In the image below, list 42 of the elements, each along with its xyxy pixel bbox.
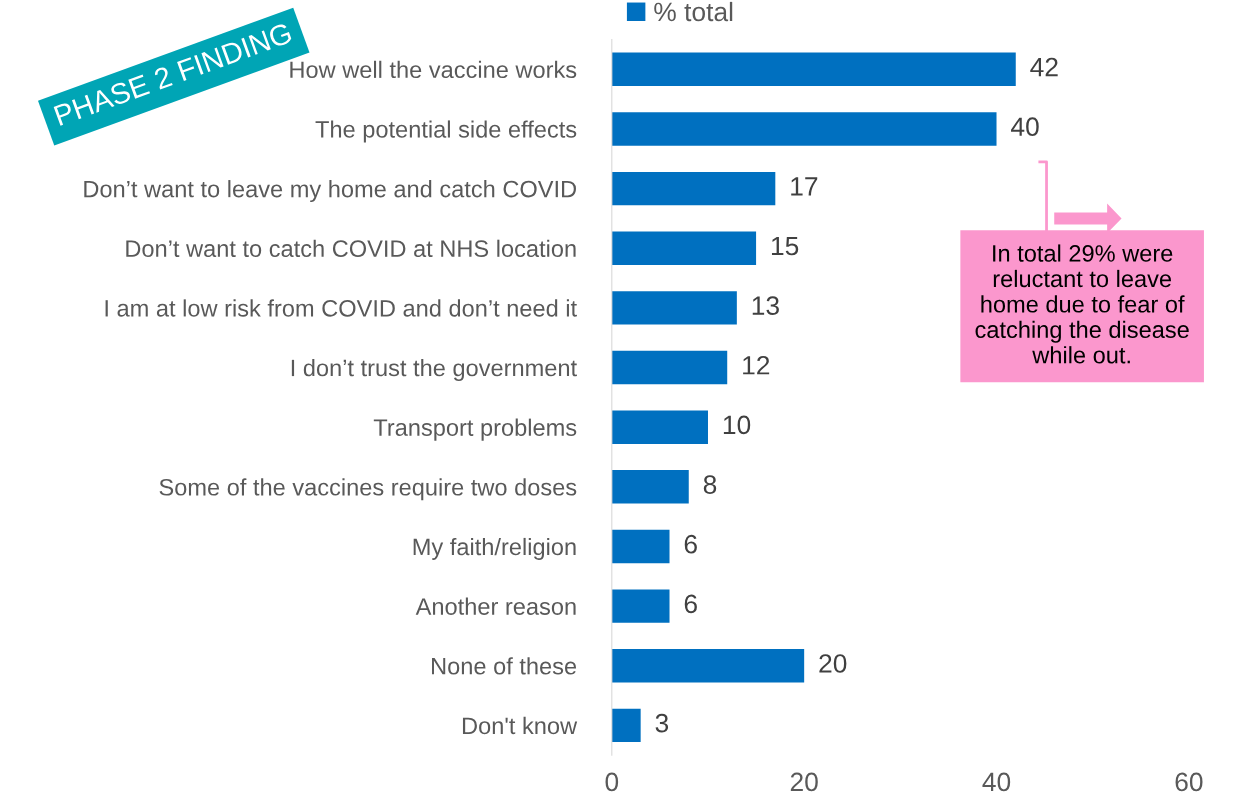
bar [611,231,757,265]
legend-label: % total [654,1,733,22]
bar [611,649,805,683]
bar [611,350,728,385]
bar [611,291,737,325]
x-tick-label: 40 [982,772,1011,792]
annotation: In total 29% were reluctant to leave home due to fear of catching the disease while out. [975,244,1189,364]
data-label: 12 [743,355,770,375]
x-tick-label: 0 [605,772,619,792]
bar [611,470,689,504]
y-tick-label: My faith/religion [413,537,576,560]
data-label: 6 [684,534,697,554]
bar [611,52,1016,87]
y-tick-label: I am at low risk from COVID and don’t need it [105,299,577,317]
data-label: 15 [771,236,799,256]
x-tick-label: 20 [790,772,818,792]
y-tick-label: Don't know [462,716,578,735]
data-label: 20 [819,654,847,673]
y-tick-label: Don’t want to leave my home and catch COVID [84,180,576,203]
x-tick-label: 60 [1175,772,1203,792]
y-tick-label: Don’t want to catch COVID at NHS location [126,239,576,258]
bar [611,171,776,206]
y-tick-label: Another reason [415,597,576,615]
bar [611,112,997,146]
bar [611,410,708,444]
data-label: 3 [655,713,669,733]
data-label: 40 [1011,117,1039,137]
data-label: 8 [703,475,717,494]
data-label: 10 [723,415,751,435]
bar [611,529,670,564]
data-label: 13 [752,296,779,315]
data-label: 17 [791,177,818,196]
y-tick-label: Some of the vaccines require two doses [159,478,577,501]
y-tick-label: How well the vaccine works [290,60,577,79]
bar [611,708,641,743]
bar [611,589,670,623]
data-label: 6 [684,594,697,614]
y-tick-label: Transport problems [373,418,577,441]
y-tick-label: The potential side effects [315,120,577,143]
data-label: 42 [1030,57,1058,77]
y-tick-label: None of these [432,657,577,675]
y-tick-label: I don’t trust the government [291,358,577,381]
